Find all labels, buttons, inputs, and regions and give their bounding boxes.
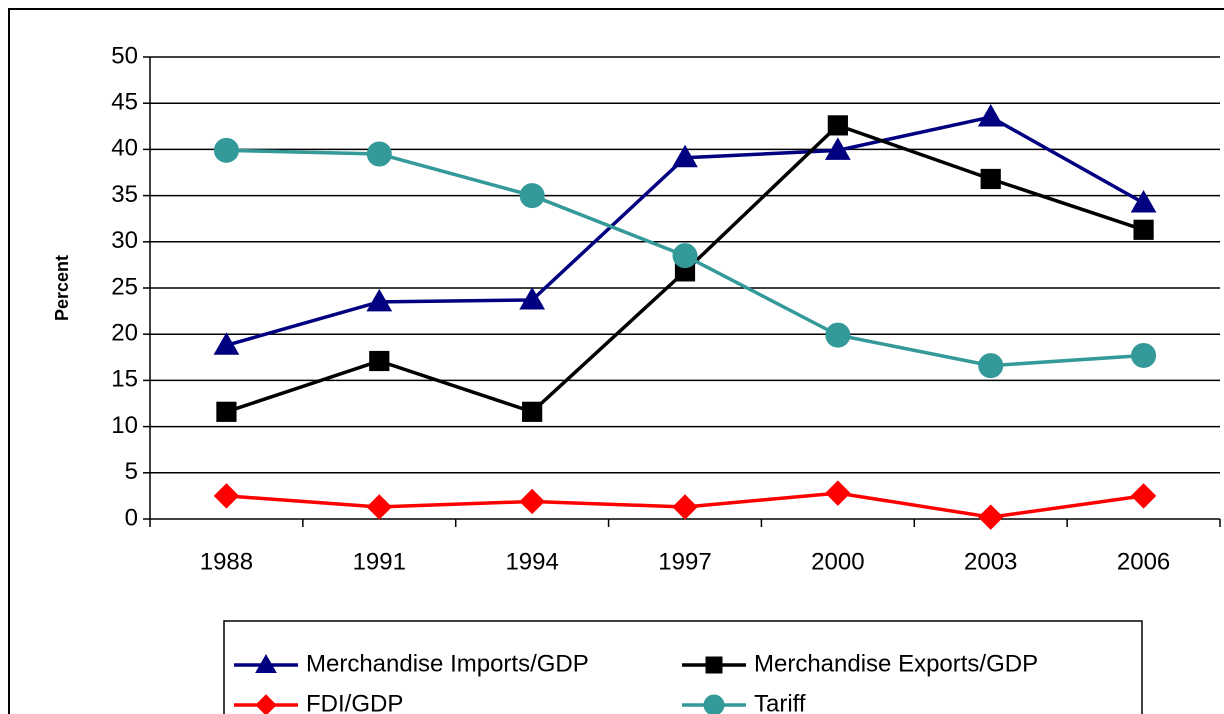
x-tick-label: 2003: [964, 548, 1017, 575]
y-tick-label: 30: [111, 227, 138, 254]
marker: [672, 144, 698, 168]
marker: [825, 480, 851, 506]
marker: [255, 694, 277, 714]
marker: [519, 183, 545, 209]
legend-box: [223, 620, 1143, 714]
marker: [213, 483, 240, 509]
marker: [519, 287, 546, 310]
x-tick-label: 2000: [811, 548, 864, 575]
marker: [978, 353, 1004, 379]
legend-label: FDI/GDP: [306, 690, 403, 714]
marker: [366, 288, 393, 312]
legend-label: Tariff: [754, 690, 806, 714]
marker: [672, 494, 698, 520]
marker: [366, 141, 392, 167]
marker: [825, 322, 851, 348]
y-axis-label: Percent: [52, 255, 72, 321]
marker: [1130, 189, 1157, 213]
marker: [703, 694, 725, 714]
legend-label: Merchandise Imports/GDP: [306, 650, 589, 677]
marker: [522, 401, 543, 422]
x-tick-label: 1988: [200, 548, 253, 575]
marker: [1130, 483, 1157, 509]
y-tick-label: 5: [125, 458, 138, 485]
marker: [827, 115, 848, 136]
marker: [672, 243, 698, 269]
y-tick-label: 20: [111, 320, 138, 347]
x-tick-label: 2006: [1117, 548, 1170, 575]
x-tick-label: 1994: [505, 548, 558, 575]
y-tick-label: 40: [111, 135, 138, 162]
marker: [980, 168, 1001, 190]
marker: [1133, 219, 1154, 240]
marker: [255, 653, 277, 673]
legend-label: Merchandise Exports/GDP: [754, 650, 1038, 677]
chart-border: [8, 8, 1224, 714]
marker: [519, 488, 545, 515]
marker: [978, 504, 1004, 530]
y-tick-label: 10: [111, 412, 138, 439]
marker: [1131, 342, 1157, 368]
y-tick-label: 0: [125, 504, 138, 531]
x-tick-label: 1991: [353, 548, 406, 575]
marker: [369, 350, 390, 372]
marker: [705, 656, 723, 674]
marker: [213, 332, 240, 355]
y-tick-label: 50: [111, 42, 138, 69]
y-tick-label: 15: [111, 366, 138, 393]
marker: [366, 494, 392, 520]
y-tick-label: 45: [111, 89, 138, 116]
y-tick-label: 35: [111, 181, 138, 208]
marker: [977, 104, 1004, 127]
y-tick-label: 25: [111, 273, 138, 300]
marker: [824, 137, 851, 160]
x-tick-label: 1997: [658, 548, 711, 575]
marker: [213, 137, 239, 163]
marker: [216, 401, 237, 422]
